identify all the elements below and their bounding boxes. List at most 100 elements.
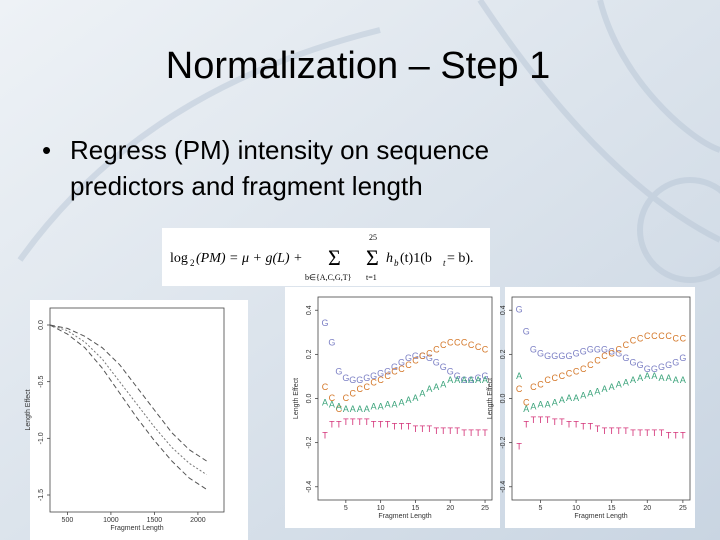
x-axis-label: Fragment Length: [110, 525, 163, 532]
letter-point: G: [672, 358, 679, 368]
bullet-text: Regress (PM) intensity on sequence: [70, 135, 489, 165]
letter-point: G: [630, 358, 637, 368]
y-axis-label: Length Effect: [293, 378, 300, 419]
letter-point: T: [552, 417, 558, 427]
slide-title: Normalization – Step 1: [166, 45, 550, 87]
letter-point: C: [475, 342, 482, 352]
letter-point: A: [433, 382, 439, 392]
letter-point: T: [336, 419, 342, 429]
letter-point: G: [665, 360, 672, 370]
letter-point: T: [637, 428, 643, 438]
letter-point: G: [565, 351, 572, 361]
letter-point: A: [630, 375, 636, 385]
formula-part: = b).: [447, 251, 474, 266]
letter-point: G: [608, 347, 615, 357]
letter-point: T: [399, 422, 405, 432]
letter-point: A: [482, 375, 488, 385]
letter-point: G: [335, 366, 342, 376]
letter-point: A: [659, 373, 665, 383]
x-tick-label: 15: [608, 505, 616, 512]
letter-point: C: [630, 336, 637, 346]
y-tick-label: 0.0: [500, 394, 507, 404]
letter-point: T: [659, 428, 665, 438]
y-tick-label: 0.0: [38, 320, 45, 330]
formula-part: t: [443, 258, 446, 268]
letter-point: A: [399, 397, 405, 407]
letter-point: C: [426, 349, 433, 359]
letter-point: A: [580, 391, 586, 401]
letter-point: A: [637, 373, 643, 383]
letter-point: G: [384, 366, 391, 376]
x-tick-label: 10: [377, 505, 385, 512]
letter-point: T: [673, 430, 679, 440]
letter-point: A: [594, 386, 600, 396]
letter-point: T: [538, 415, 544, 425]
plot-panel: [285, 287, 500, 528]
letter-point: G: [530, 344, 537, 354]
x-tick-label: 2000: [190, 517, 206, 524]
letter-point: G: [433, 358, 440, 368]
y-tick-label: -0.4: [306, 481, 313, 493]
letter-point: C: [419, 351, 426, 361]
letter-point: A: [343, 404, 349, 414]
letter-point: C: [587, 360, 594, 370]
letter-point: A: [468, 375, 474, 385]
letter-point: G: [523, 327, 530, 337]
letter-point: C: [616, 344, 623, 354]
letter-point: A: [573, 393, 579, 403]
letter-point: C: [447, 338, 454, 348]
letter-point: C: [551, 373, 558, 383]
letter-point: C: [363, 382, 370, 392]
letter-point: C: [440, 340, 447, 350]
formula-part: h: [386, 251, 393, 266]
plot: 5 10 15 20 25 -0.4 -0.2 0.0 0.2 0.4 Fragment Lengt…: [487, 287, 695, 528]
x-tick-label: 10: [572, 505, 580, 512]
letter-point: C: [601, 351, 608, 361]
letter-point: A: [392, 399, 398, 409]
letter-point: T: [680, 430, 686, 440]
formula-part: Σ: [328, 245, 341, 270]
letter-point: A: [329, 399, 335, 409]
x-tick-label: 5: [539, 505, 543, 512]
decoration: [17, 0, 720, 283]
formula-part: t=1: [366, 273, 377, 282]
letter-point: G: [573, 349, 580, 359]
letter-point: T: [580, 422, 586, 432]
letter-point: A: [440, 380, 446, 390]
letter-point: C: [433, 344, 440, 354]
letter-point: G: [537, 349, 544, 359]
letter-point: T: [482, 428, 488, 438]
curve: [49, 324, 207, 490]
curve: [49, 324, 207, 462]
letter-point: T: [595, 424, 601, 434]
y-tick-label: 0.2: [500, 349, 507, 359]
letter-point: G: [461, 375, 468, 385]
letter-point: C: [673, 333, 680, 343]
letter-point: T: [371, 419, 377, 429]
letter-point: A: [651, 371, 657, 381]
letter-point: A: [552, 397, 558, 407]
letter-point: T: [350, 417, 356, 427]
letter-point: A: [357, 404, 363, 414]
letter-point: G: [321, 318, 328, 328]
formula-part: b: [394, 258, 399, 268]
letter-point: T: [329, 419, 335, 429]
letter-point: T: [573, 419, 579, 429]
letter-point: G: [622, 353, 629, 363]
curve: [49, 324, 207, 476]
letter-point: C: [343, 393, 350, 403]
y-axis-label: Length Effect: [25, 389, 32, 430]
letter-point: T: [392, 422, 398, 432]
letter-point: T: [434, 426, 440, 436]
letter-point: C: [398, 364, 405, 374]
letter-point: T: [630, 428, 636, 438]
formula: log 2 (PM) = μ + g(L) + Σ b∈{A,C,G,T} Σ …: [170, 233, 474, 282]
formula-part: log: [170, 251, 188, 266]
letter-point: G: [377, 369, 384, 379]
letter-point: C: [461, 338, 468, 348]
letter-point: A: [530, 402, 536, 412]
letter-point: A: [447, 375, 453, 385]
letter-point: C: [608, 349, 615, 359]
y-tick-label: 0.2: [306, 349, 313, 359]
